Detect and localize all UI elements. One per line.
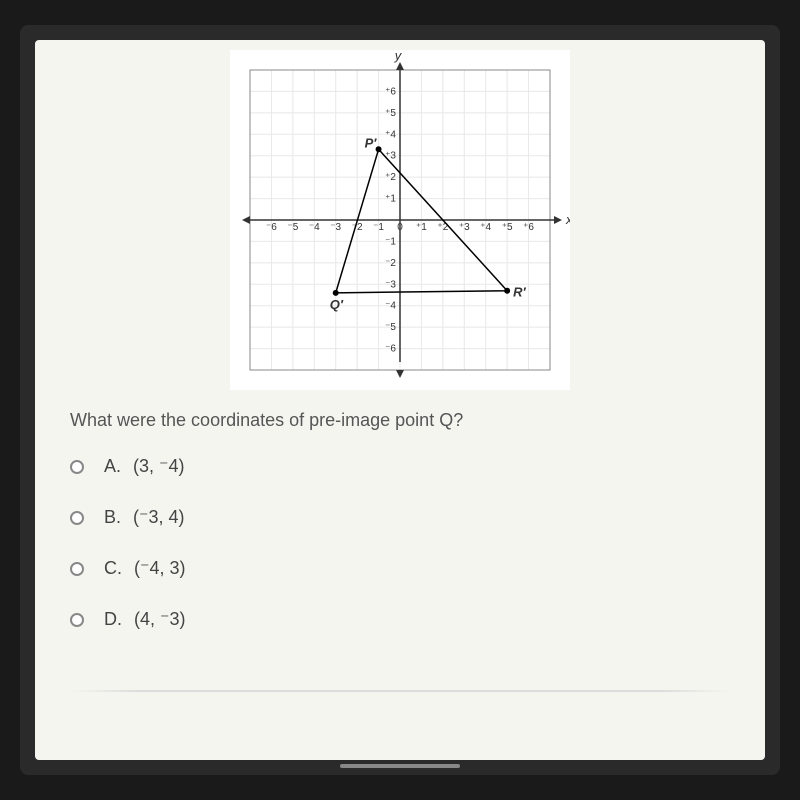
svg-text:⁻2: ⁻2: [385, 258, 396, 269]
screen: ⁻6⁻5⁻4⁻3⁻2⁻10⁺1⁺2⁺3⁺4⁺5⁺6⁺1⁺2⁺3⁺4⁺5⁺6⁻1⁻…: [35, 40, 765, 760]
option-text: (3, ⁻4): [133, 456, 185, 477]
radio-button[interactable]: [70, 460, 84, 474]
option-text: (⁻4, 3): [134, 558, 186, 579]
coordinate-graph: ⁻6⁻5⁻4⁻3⁻2⁻10⁺1⁺2⁺3⁺4⁺5⁺6⁺1⁺2⁺3⁺4⁺5⁺6⁻1⁻…: [230, 50, 570, 390]
svg-text:⁺4: ⁺4: [385, 129, 396, 140]
radio-button[interactable]: [70, 511, 84, 525]
graph-area: ⁻6⁻5⁻4⁻3⁻2⁻10⁺1⁺2⁺3⁺4⁺5⁺6⁺1⁺2⁺3⁺4⁺5⁺6⁻1⁻…: [35, 40, 765, 390]
svg-text:⁻3: ⁻3: [330, 222, 341, 233]
svg-text:⁺1: ⁺1: [416, 222, 427, 233]
option-letter: B.: [104, 507, 121, 528]
svg-text:R′: R′: [513, 285, 526, 300]
option-letter: D.: [104, 609, 122, 630]
option-letter: A.: [104, 456, 121, 477]
svg-text:⁻6: ⁻6: [266, 222, 277, 233]
option-text: (⁻3, 4): [133, 507, 185, 528]
home-indicator: [340, 764, 460, 768]
option-A[interactable]: A. (3, ⁻4): [70, 456, 730, 477]
divider: [70, 690, 730, 692]
option-letter: C.: [104, 558, 122, 579]
svg-text:⁻6: ⁻6: [385, 344, 396, 355]
svg-text:⁺5: ⁺5: [502, 222, 513, 233]
option-D[interactable]: D. (4, ⁻3): [70, 609, 730, 630]
option-text: (4, ⁻3): [134, 609, 186, 630]
svg-text:x: x: [565, 212, 570, 227]
svg-text:y: y: [394, 50, 403, 63]
question-area: What were the coordinates of pre-image p…: [35, 390, 765, 680]
svg-text:⁺5: ⁺5: [385, 108, 396, 119]
svg-text:⁺3: ⁺3: [459, 222, 470, 233]
svg-text:⁺6: ⁺6: [385, 86, 396, 97]
svg-text:0: 0: [397, 222, 403, 233]
svg-text:P′: P′: [365, 135, 378, 150]
svg-text:⁻4: ⁻4: [309, 222, 320, 233]
svg-text:⁻3: ⁻3: [385, 279, 396, 290]
svg-text:⁺3: ⁺3: [385, 151, 396, 162]
option-B[interactable]: B. (⁻3, 4): [70, 507, 730, 528]
svg-text:⁻1: ⁻1: [385, 236, 396, 247]
svg-text:⁺1: ⁺1: [385, 194, 396, 205]
svg-text:⁺6: ⁺6: [523, 222, 534, 233]
svg-text:⁻5: ⁻5: [287, 222, 298, 233]
svg-text:⁻1: ⁻1: [373, 222, 384, 233]
radio-button[interactable]: [70, 562, 84, 576]
svg-text:Q′: Q′: [330, 297, 344, 312]
svg-text:⁺2: ⁺2: [385, 172, 396, 183]
option-C[interactable]: C. (⁻4, 3): [70, 558, 730, 579]
question-text: What were the coordinates of pre-image p…: [70, 410, 730, 431]
radio-button[interactable]: [70, 613, 84, 627]
svg-text:⁺4: ⁺4: [480, 222, 491, 233]
svg-text:⁻4: ⁻4: [385, 301, 396, 312]
svg-text:⁻5: ⁻5: [385, 322, 396, 333]
device-frame: ⁻6⁻5⁻4⁻3⁻2⁻10⁺1⁺2⁺3⁺4⁺5⁺6⁺1⁺2⁺3⁺4⁺5⁺6⁻1⁻…: [20, 25, 780, 775]
options-container: A. (3, ⁻4) B. (⁻3, 4) C. (⁻4, 3) D. (4, ⁻3): [70, 456, 730, 630]
